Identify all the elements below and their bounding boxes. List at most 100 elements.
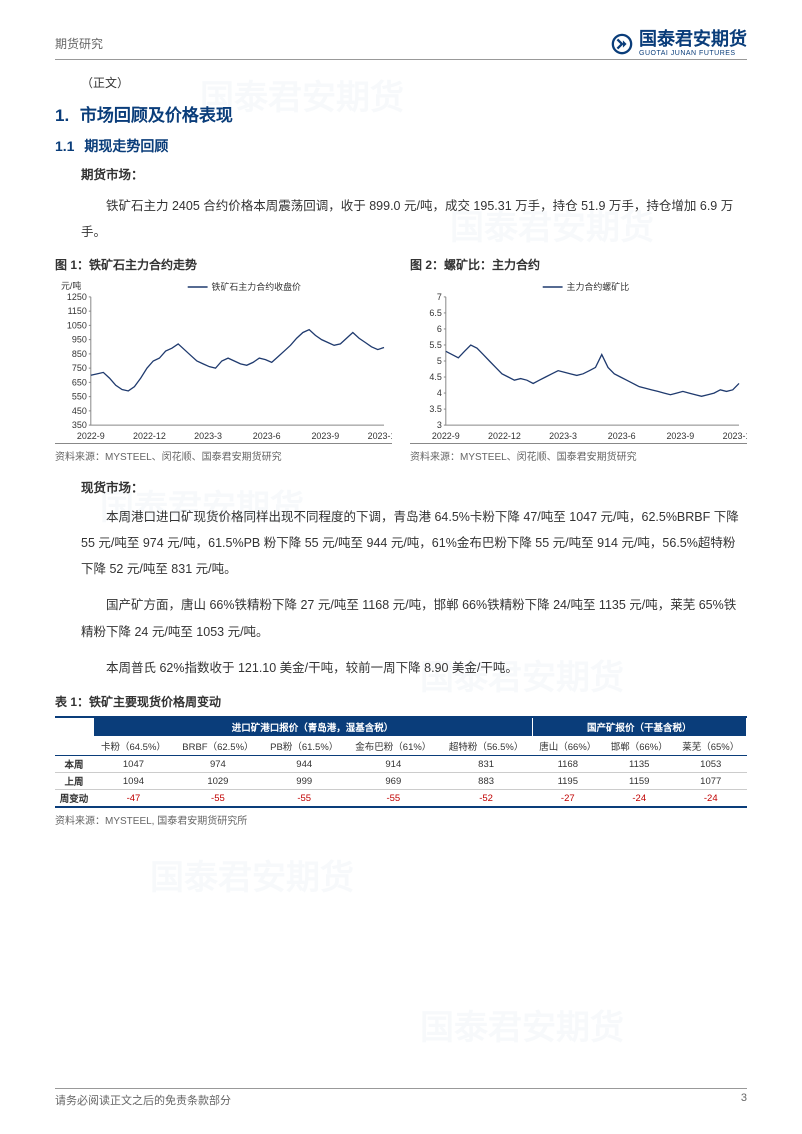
table-group-2: 国产矿报价（干基含税） [532, 717, 746, 737]
svg-text:元/吨: 元/吨 [61, 279, 81, 290]
svg-text:2022-9: 2022-9 [77, 431, 105, 441]
svg-text:3.5: 3.5 [429, 404, 441, 414]
table-cell: 1135 [604, 756, 675, 773]
table-cell: 974 [174, 756, 262, 773]
table-col-head: 卡粉（64.5%） [93, 737, 174, 756]
heading-spot: 现货市场： [81, 477, 747, 496]
svg-text:450: 450 [72, 405, 87, 415]
table-cell: 1159 [604, 773, 675, 790]
table-cell: 883 [440, 773, 532, 790]
svg-text:2023-3: 2023-3 [194, 431, 222, 441]
svg-text:2022-9: 2022-9 [432, 431, 460, 441]
table-col-head: 邯郸（66%） [604, 737, 675, 756]
table-group-1: 进口矿港口报价（青岛港，湿基含税） [93, 717, 532, 737]
watermark: 国泰君安期货 [420, 1000, 624, 1049]
table-source: 资料来源：MYSTEEL, 国泰君安期货研究所 [55, 812, 747, 827]
table-title: 表 1：铁矿主要现货价格周变动 [55, 693, 747, 710]
logo-text-en: GUOTAI JUNAN FUTURES [639, 50, 747, 57]
table-row-label: 周变动 [55, 790, 93, 808]
footer-disclaimer: 请务必阅读正文之后的免责条款部分 [55, 1092, 231, 1108]
svg-text:2023-12: 2023-12 [723, 431, 747, 441]
table-col-head: PB粉（61.5%） [262, 737, 346, 756]
table-cell: -47 [93, 790, 174, 808]
svg-text:1150: 1150 [68, 306, 87, 316]
page-number: 3 [741, 1092, 747, 1108]
chart-1-svg: 350 450 550 650 750 850 950 1050 1150 1250元/吨 铁矿石主… [55, 279, 392, 443]
svg-text:650: 650 [72, 377, 87, 387]
svg-text:5: 5 [437, 355, 442, 365]
svg-text:铁矿石主力合约收盘价: 铁矿石主力合约收盘价 [212, 280, 301, 291]
table-col-head [55, 737, 93, 756]
svg-text:2022-12: 2022-12 [133, 431, 166, 441]
chart-1-title: 图 1：铁矿石主力合约走势 [55, 256, 392, 273]
h1-number: 1. [55, 106, 69, 125]
para-spot-2: 国产矿方面，唐山 66%铁精粉下降 27 元/吨至 1168 元/吨，邯郸 66… [81, 592, 747, 645]
table-cell: 1094 [93, 773, 174, 790]
svg-text:5.5: 5.5 [429, 339, 441, 349]
h2-number: 1.1 [55, 138, 74, 154]
heading-1: 1. 市场回顾及价格表现 [55, 101, 747, 126]
svg-text:750: 750 [72, 363, 87, 373]
chart-2-source: 资料来源：MYSTEEL、闵花顺、国泰君安期货研究 [410, 448, 747, 463]
para-spot-3: 本周普氏 62%指数收于 121.10 美金/干吨，较前一周下降 8.90 美金… [81, 655, 747, 681]
table-cell: 944 [262, 756, 346, 773]
table-cell: 1047 [93, 756, 174, 773]
table-cell: 914 [346, 756, 440, 773]
table-cell: -24 [675, 790, 747, 808]
svg-text:2023-6: 2023-6 [253, 431, 281, 441]
para-futures: 铁矿石主力 2405 合约价格本周震荡回调，收于 899.0 元/吨，成交 19… [81, 193, 747, 246]
para-spot-1: 本周港口进口矿现货价格同样出现不同程度的下调，青岛港 64.5%卡粉下降 47/… [81, 504, 747, 583]
brand-logo: 国泰君安期货 GUOTAI JUNAN FUTURES [611, 30, 747, 57]
svg-text:2023-6: 2023-6 [608, 431, 636, 441]
table-col-head: 超特粉（56.5%） [440, 737, 532, 756]
table-row-label: 上周 [55, 773, 93, 790]
svg-text:850: 850 [72, 348, 87, 358]
table-cell: 1168 [532, 756, 603, 773]
chart-2-svg: 33.544.555.566.57主力合约螺矿比2022-92022-12202… [410, 279, 747, 443]
svg-text:1250: 1250 [67, 291, 87, 301]
chart-1: 图 1：铁矿石主力合约走势 350 450 550 650 750 850 950 1050 1… [55, 256, 392, 463]
h2-text: 期现走势回顾 [84, 138, 168, 154]
svg-text:950: 950 [72, 334, 87, 344]
table-cell: -55 [262, 790, 346, 808]
svg-text:2023-9: 2023-9 [666, 431, 694, 441]
svg-text:550: 550 [72, 391, 87, 401]
page-header: 期货研究 国泰君安期货 GUOTAI JUNAN FUTURES [55, 30, 747, 60]
table-cell: 1195 [532, 773, 603, 790]
svg-text:主力合约螺矿比: 主力合约螺矿比 [567, 280, 630, 291]
svg-text:2023-9: 2023-9 [311, 431, 339, 441]
svg-text:1050: 1050 [67, 320, 87, 330]
table-cell: -24 [604, 790, 675, 808]
page-footer: 请务必阅读正文之后的免责条款部分 3 [55, 1088, 747, 1108]
logo-icon [611, 33, 633, 55]
svg-text:350: 350 [72, 420, 87, 430]
table-cell: -55 [174, 790, 262, 808]
table-col-head: 唐山（66%） [532, 737, 603, 756]
table-cell: 969 [346, 773, 440, 790]
table-col-head: BRBF（62.5%） [174, 737, 262, 756]
h1-text: 市场回顾及价格表现 [80, 106, 233, 125]
table-cell: 1077 [675, 773, 747, 790]
table-cell: 999 [262, 773, 346, 790]
table-col-head: 莱芜（65%） [675, 737, 747, 756]
header-category: 期货研究 [55, 35, 103, 52]
table-col-head: 金布巴粉（61%） [346, 737, 440, 756]
table-cell: 1029 [174, 773, 262, 790]
svg-text:3: 3 [437, 420, 442, 430]
body-label: （正文） [81, 74, 747, 91]
chart-1-source: 资料来源：MYSTEEL、闵花顺、国泰君安期货研究 [55, 448, 392, 463]
chart-2: 图 2：螺矿比：主力合约 33.544.555.566.57主力合约螺矿比202… [410, 256, 747, 463]
svg-text:2023-12: 2023-12 [368, 431, 392, 441]
table-row-label: 本周 [55, 756, 93, 773]
table-cell: -52 [440, 790, 532, 808]
svg-text:4: 4 [437, 388, 442, 398]
heading-futures: 期货市场： [81, 164, 747, 183]
charts-row: 图 1：铁矿石主力合约走势 350 450 550 650 750 850 950 1050 1… [55, 256, 747, 463]
heading-2: 1.1 期现走势回顾 [55, 136, 747, 156]
table-cell: -55 [346, 790, 440, 808]
table-cell: 1053 [675, 756, 747, 773]
price-table: 进口矿港口报价（青岛港，湿基含税） 国产矿报价（干基含税） 卡粉（64.5%）B… [55, 716, 747, 808]
svg-text:2023-3: 2023-3 [549, 431, 577, 441]
table-cell: 831 [440, 756, 532, 773]
svg-text:4.5: 4.5 [429, 372, 441, 382]
